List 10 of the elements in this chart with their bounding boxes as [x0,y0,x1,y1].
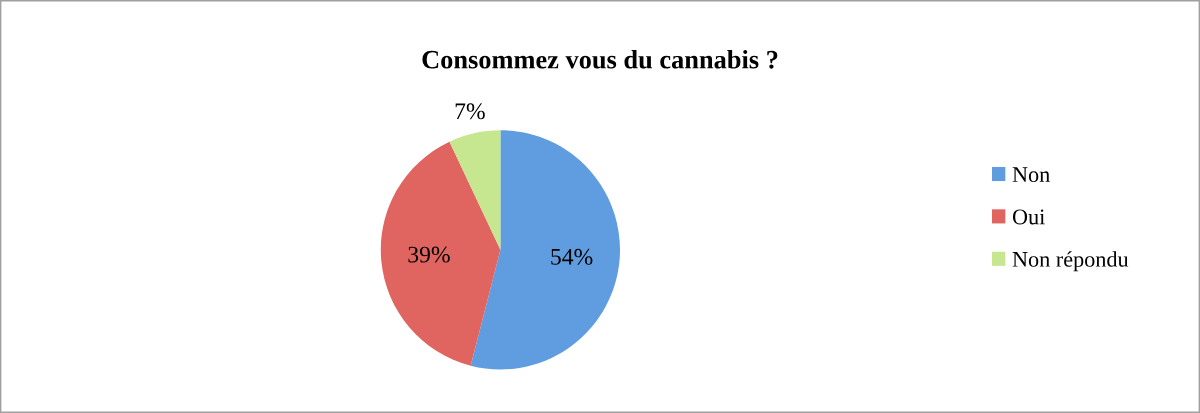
pie-slice [470,130,620,370]
pie-slice [380,141,501,366]
data-label: 7% [455,103,485,120]
data-label: 54% [551,248,593,265]
chart-title: Consommez vous du cannabis ? [422,49,778,69]
data-label: 39% [408,246,450,263]
pie-slice [449,130,501,250]
legend-label: Non répondu [1012,251,1129,272]
legend-label: Non [1012,167,1050,183]
legend-label: Oui [1012,209,1045,225]
